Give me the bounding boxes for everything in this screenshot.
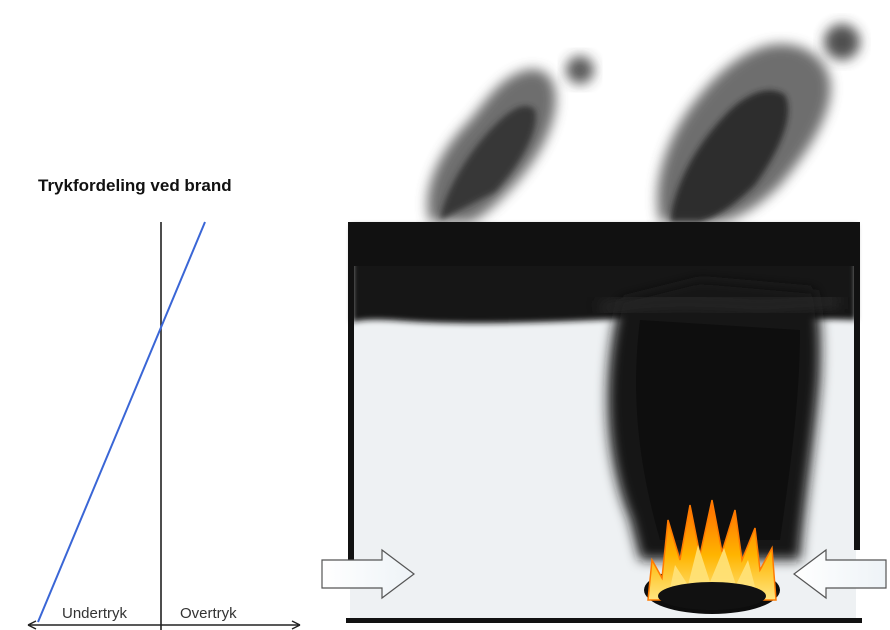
overpressure-label: Overtryk <box>180 605 237 622</box>
underpressure-label: Undertryk <box>62 605 128 622</box>
baseline-arrowhead-right <box>291 620 301 630</box>
baseline-arrowhead-left <box>27 620 37 630</box>
arrow-right-icon <box>321 548 415 600</box>
room-outline <box>346 222 862 623</box>
pressure-chart <box>27 221 301 630</box>
smoke-plume-left <box>427 56 594 223</box>
arrow-left-icon <box>793 548 887 600</box>
smoke-plume-right <box>657 24 860 222</box>
diagram-title: Trykfordeling ved brand <box>38 176 232 195</box>
fire-smoke-column <box>597 280 841 560</box>
pressure-line <box>37 221 206 623</box>
fire-icon <box>644 499 780 614</box>
